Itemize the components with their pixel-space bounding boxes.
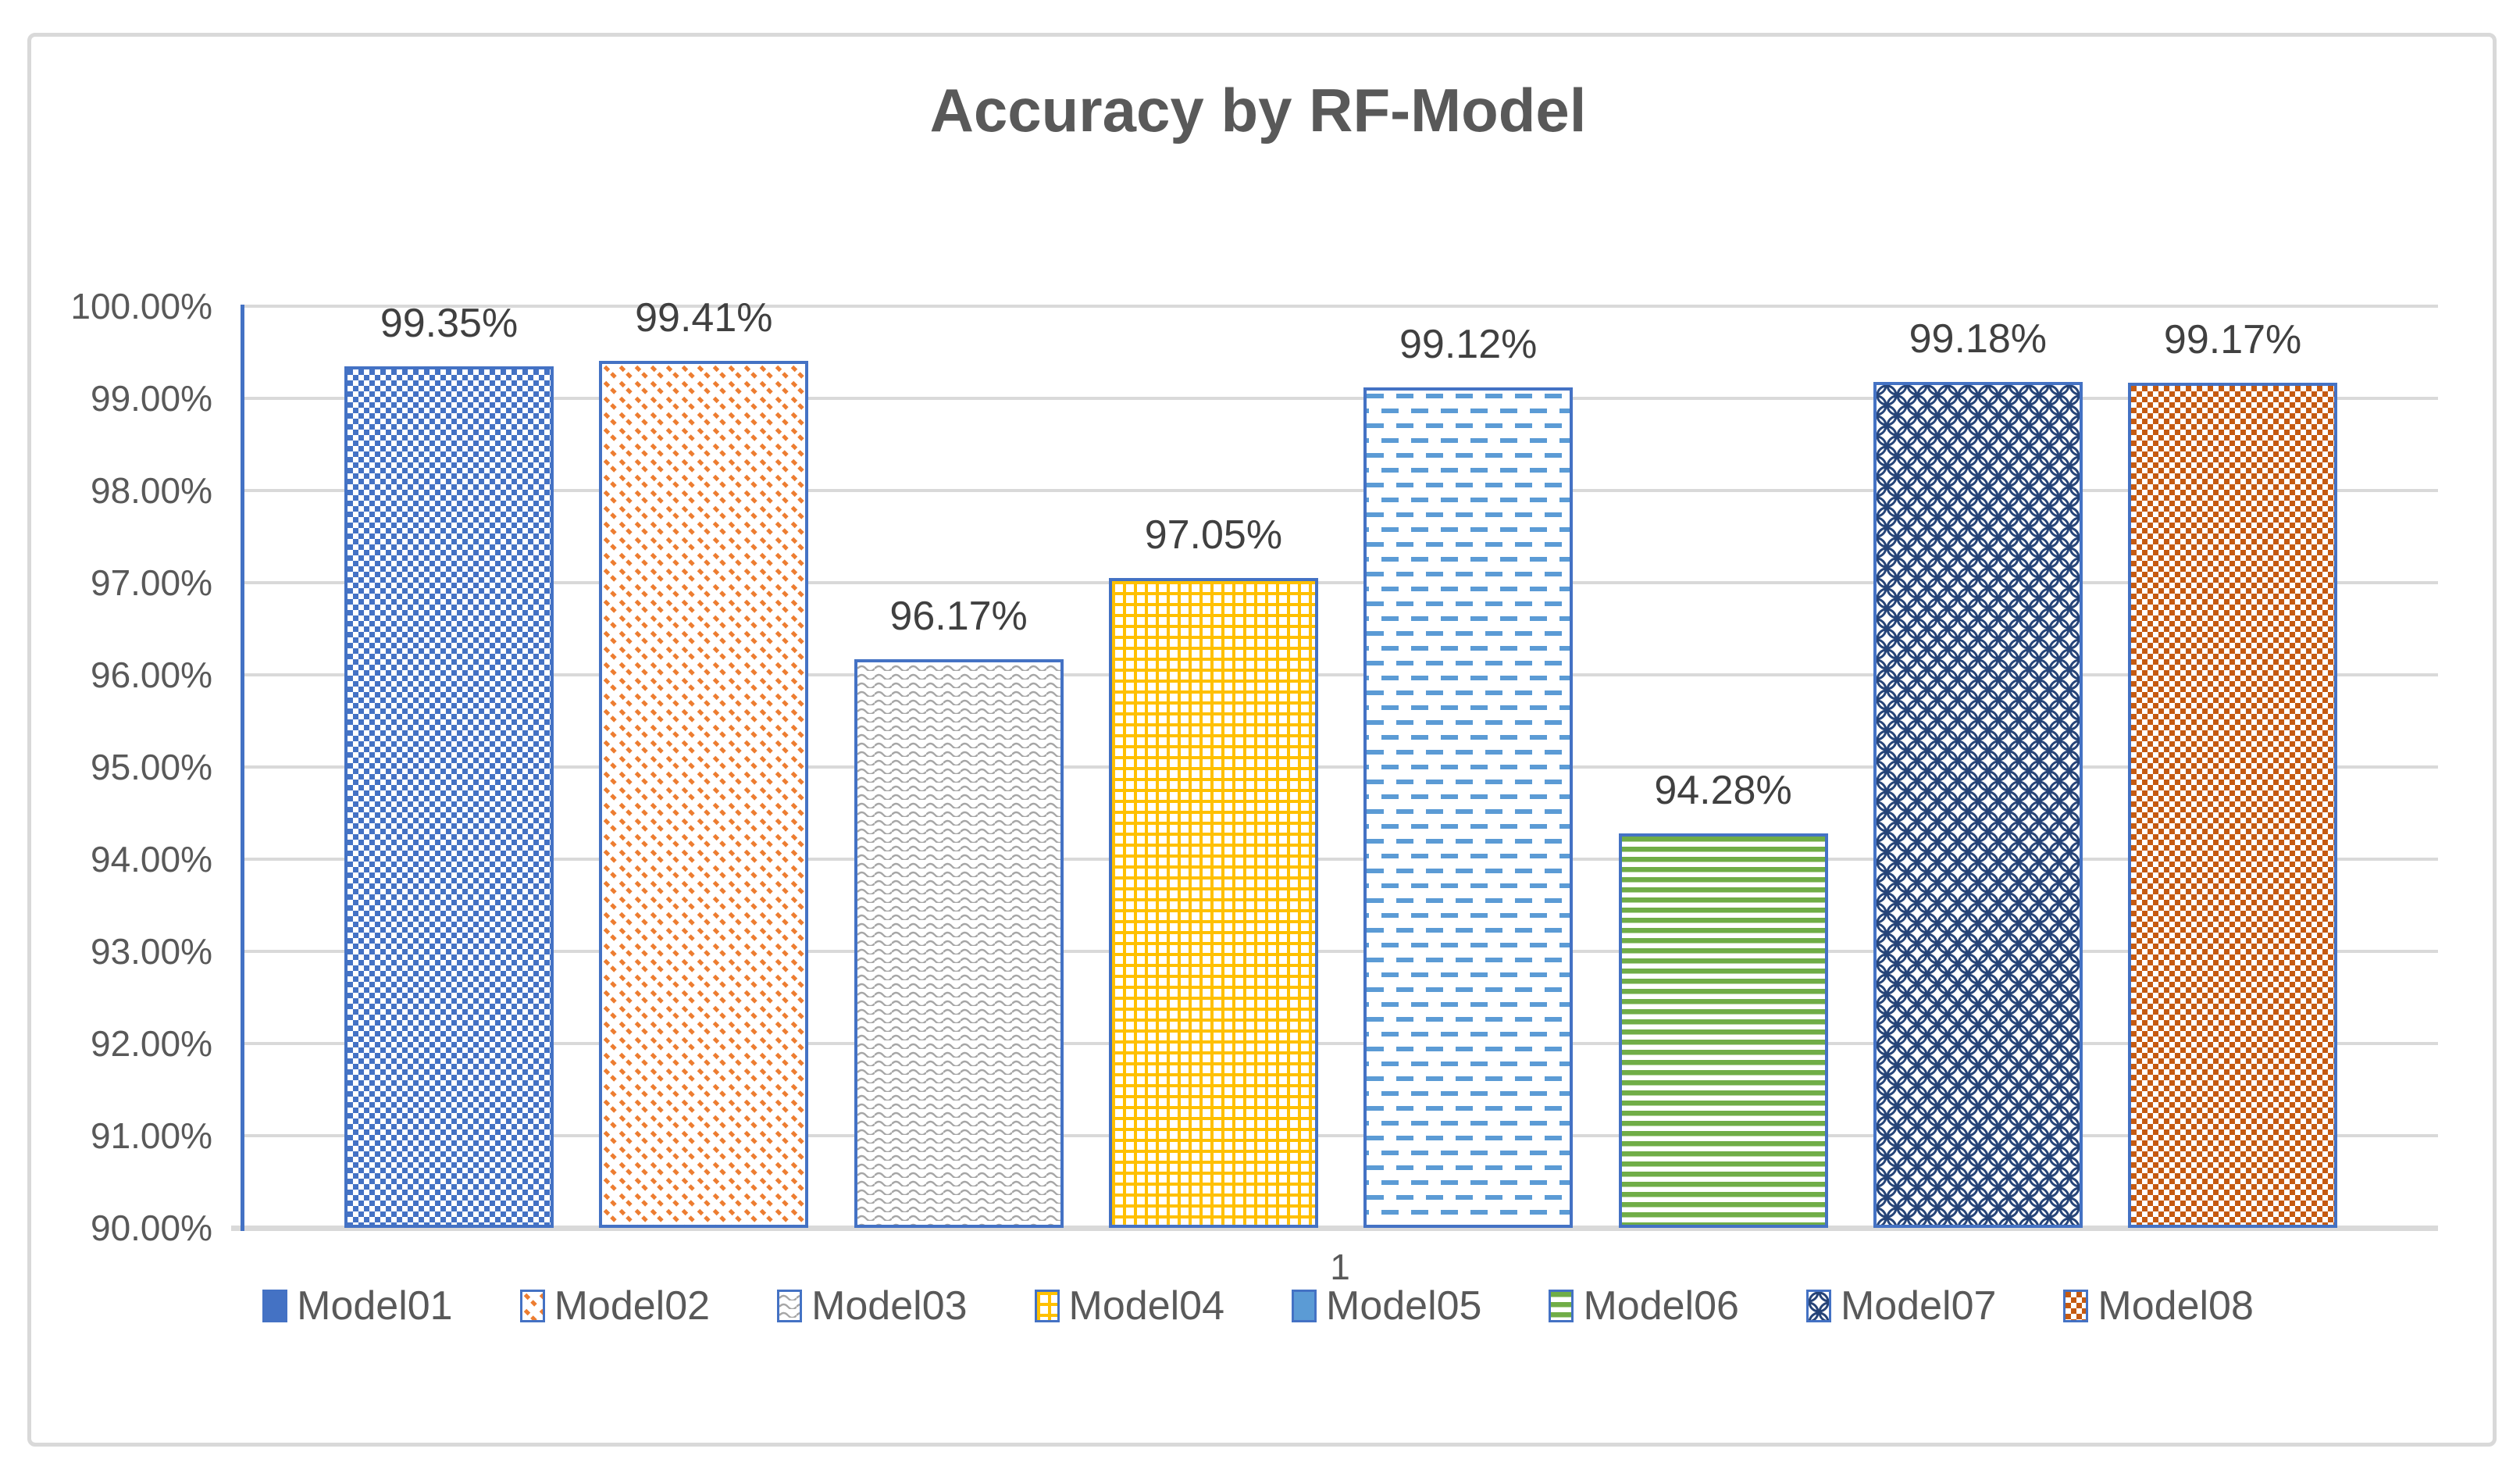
y-axis-tick-label: 95.00% <box>90 747 212 787</box>
y-axis-tick-label: 97.00% <box>90 562 212 603</box>
chart-title: Accuracy by RF-Model <box>929 76 1587 145</box>
data-label-model07: 99.18% <box>1909 316 2047 362</box>
bar-model03 <box>854 658 1064 1228</box>
legend: Model01 Model02 Model03 Model04 Model05 Model… <box>27 1283 2489 1329</box>
gridline <box>242 858 2438 861</box>
bar-model08 <box>2128 382 2338 1228</box>
legend-swatch-icon <box>1549 1290 1574 1322</box>
legend-label: Model05 <box>1326 1283 1482 1329</box>
legend-label: Model01 <box>297 1283 453 1329</box>
legend-label: Model02 <box>554 1283 711 1329</box>
legend-item-model05: Model05 <box>1292 1283 1481 1329</box>
legend-item-model03: Model03 <box>777 1283 968 1329</box>
y-axis-tick-label: 94.00% <box>90 839 212 880</box>
x-axis-category-label: 1 <box>1330 1247 1350 1287</box>
y-axis-tick-label: 92.00% <box>90 1023 212 1064</box>
gridline <box>242 305 2438 308</box>
gridline <box>242 673 2438 676</box>
data-label-model06: 94.28% <box>1654 767 1792 813</box>
y-axis-tick-label: 96.00% <box>90 655 212 695</box>
legend-swatch-icon <box>1292 1290 1317 1322</box>
gridline <box>242 1042 2438 1045</box>
legend-item-model04: Model04 <box>1034 1283 1224 1329</box>
bar-model04 <box>1108 578 1318 1228</box>
bar-model02 <box>599 360 809 1228</box>
legend-item-model06: Model06 <box>1549 1283 1739 1329</box>
bar-model05 <box>1363 387 1574 1228</box>
y-axis-line <box>241 305 244 1231</box>
data-label-model08: 99.17% <box>2163 316 2302 362</box>
y-axis-tick-label: 91.00% <box>90 1115 212 1156</box>
data-label-model04: 97.05% <box>1144 512 1283 558</box>
legend-swatch-icon <box>519 1290 545 1322</box>
legend-label: Model04 <box>1068 1283 1224 1329</box>
legend-swatch-icon <box>2063 1290 2089 1322</box>
data-label-model03: 96.17% <box>889 593 1028 639</box>
gridline <box>242 397 2438 400</box>
legend-label: Model08 <box>2098 1283 2254 1329</box>
y-axis-tick-label: 98.00% <box>90 470 212 511</box>
bar-model06 <box>1618 833 1828 1228</box>
bar-model07 <box>1873 381 2083 1228</box>
legend-swatch-icon <box>262 1290 288 1322</box>
legend-item-model07: Model07 <box>1805 1283 1997 1329</box>
legend-label: Model07 <box>1840 1283 1997 1329</box>
gridline <box>242 489 2438 492</box>
data-label-model02: 99.41% <box>635 294 773 341</box>
y-axis-tick-label: 99.00% <box>90 378 212 419</box>
data-label-model01: 99.35% <box>380 300 519 346</box>
gridline <box>242 950 2438 953</box>
legend-label: Model06 <box>1583 1283 1739 1329</box>
data-label-model05: 99.12% <box>1399 321 1538 367</box>
bar-model01 <box>344 366 554 1228</box>
legend-swatch-icon <box>1805 1290 1831 1322</box>
y-axis-tick-label: 90.00% <box>90 1208 212 1248</box>
gridline <box>242 765 2438 769</box>
legend-swatch-icon <box>1034 1290 1060 1322</box>
x-axis-line <box>231 1226 2438 1231</box>
legend-item-model08: Model08 <box>2063 1283 2254 1329</box>
legend-swatch-icon <box>777 1290 803 1322</box>
legend-item-model02: Model02 <box>519 1283 711 1329</box>
gridline <box>242 1134 2438 1137</box>
y-axis-tick-label: 93.00% <box>90 931 212 972</box>
gridline <box>242 581 2438 584</box>
legend-item-model01: Model01 <box>262 1283 453 1329</box>
legend-label: Model03 <box>811 1283 968 1329</box>
y-axis-tick-label: 100.00% <box>70 286 212 326</box>
